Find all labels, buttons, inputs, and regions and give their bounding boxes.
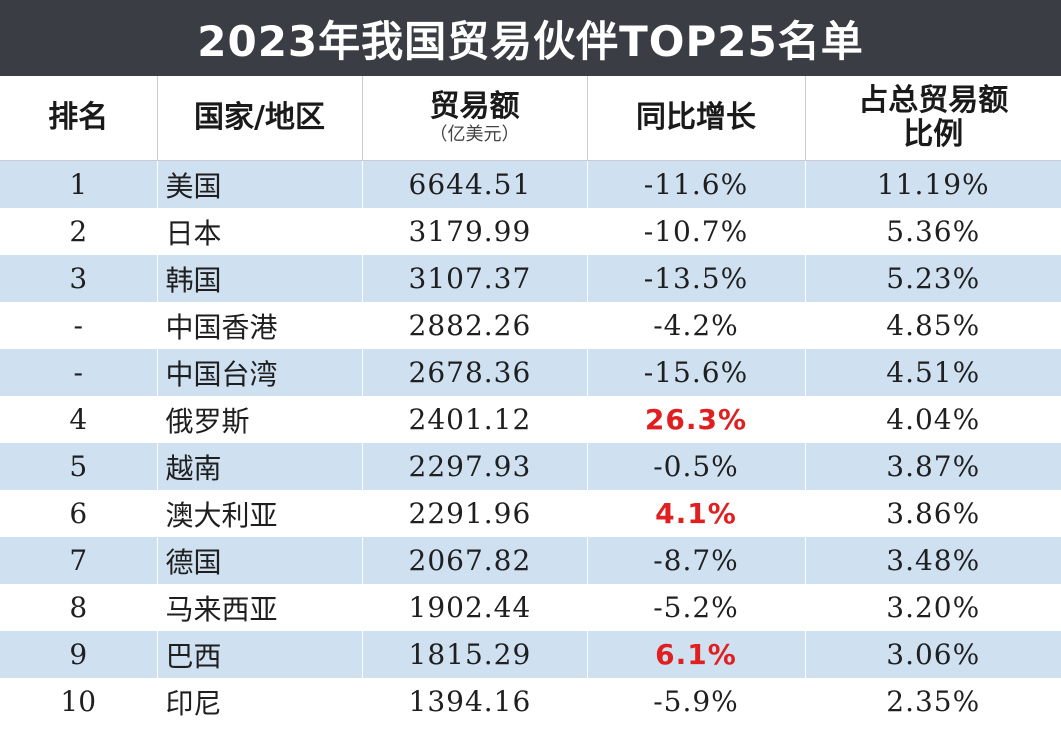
share-cell: 3.20%	[805, 584, 1061, 631]
page-title: 2023年我国贸易伙伴TOP25名单	[0, 0, 1061, 76]
share-cell: 4.04%	[805, 396, 1061, 443]
table-row: 9 巴西 1815.29 6.1% 3.06%	[0, 631, 1061, 678]
share-cell: 3.87%	[805, 443, 1061, 490]
table-row: 4 俄罗斯 2401.12 26.3% 4.04%	[0, 396, 1061, 443]
rank-cell: 9	[0, 631, 158, 678]
country-cell: 美国	[157, 160, 363, 208]
growth-cell: -5.2%	[587, 584, 806, 631]
rank-cell: 2	[0, 208, 158, 255]
growth-cell: 4.1%	[587, 490, 806, 537]
table-row: 8 马来西亚 1902.44 -5.2% 3.20%	[0, 584, 1061, 631]
amount-cell: 1902.44	[362, 584, 588, 631]
growth-cell: -13.5%	[587, 255, 806, 302]
rank-cell: 5	[0, 443, 158, 490]
header-amount: 贸易额 （亿美元）	[362, 76, 588, 161]
country-cell: 巴西	[157, 631, 363, 678]
table-row: 5 越南 2297.93 -0.5% 3.87%	[0, 443, 1061, 490]
growth-cell: -8.7%	[587, 537, 806, 584]
country-cell: 马来西亚	[157, 584, 363, 631]
header-amount-unit: （亿美元）	[429, 124, 520, 145]
amount-cell: 1394.16	[362, 678, 588, 725]
header-rank: 排名	[0, 76, 158, 161]
country-cell: 俄罗斯	[157, 396, 363, 443]
share-cell: 4.85%	[805, 302, 1061, 349]
country-cell: 越南	[157, 443, 363, 490]
rank-cell: 7	[0, 537, 158, 584]
amount-cell: 6644.51	[362, 160, 588, 208]
growth-cell: 26.3%	[587, 396, 806, 443]
country-cell: 印尼	[157, 678, 363, 725]
table-row: - 中国台湾 2678.36 -15.6% 4.51%	[0, 349, 1061, 396]
share-cell: 5.23%	[805, 255, 1061, 302]
rank-cell: 3	[0, 255, 158, 302]
table-header-row: 排名 国家/地区 贸易额 （亿美元） 同比增长 占总贸易额 比例	[0, 76, 1061, 161]
country-cell: 中国香港	[157, 302, 363, 349]
growth-cell: -10.7%	[587, 208, 806, 255]
country-cell: 德国	[157, 537, 363, 584]
header-amount-label: 贸易额	[429, 89, 520, 124]
table-row: 7 德国 2067.82 -8.7% 3.48%	[0, 537, 1061, 584]
growth-cell: -4.2%	[587, 302, 806, 349]
share-cell: 2.35%	[805, 678, 1061, 725]
country-cell: 韩国	[157, 255, 363, 302]
share-cell: 3.06%	[805, 631, 1061, 678]
amount-cell: 2678.36	[362, 349, 588, 396]
rank-cell: 8	[0, 584, 158, 631]
growth-cell: -11.6%	[587, 160, 806, 208]
amount-cell: 1815.29	[362, 631, 588, 678]
table-row: 6 澳大利亚 2291.96 4.1% 3.86%	[0, 490, 1061, 537]
table-body: 1 美国 6644.51 -11.6% 11.19% 2 日本 3179.99 -10.7% 5.…	[0, 160, 1061, 725]
table-row: 10 印尼 1394.16 -5.9% 2.35%	[0, 678, 1061, 725]
country-cell: 澳大利亚	[157, 490, 363, 537]
share-cell: 5.36%	[805, 208, 1061, 255]
rank-cell: -	[0, 302, 158, 349]
amount-cell: 2882.26	[362, 302, 588, 349]
header-share-line1: 占总贸易额	[858, 83, 1009, 118]
rank-cell: 6	[0, 490, 158, 537]
share-cell: 11.19%	[805, 160, 1061, 208]
amount-cell: 2067.82	[362, 537, 588, 584]
table-row: - 中国香港 2882.26 -4.2% 4.85%	[0, 302, 1061, 349]
growth-cell: -0.5%	[587, 443, 806, 490]
rank-cell: 10	[0, 678, 158, 725]
amount-cell: 2291.96	[362, 490, 588, 537]
growth-cell: -15.6%	[587, 349, 806, 396]
amount-cell: 2297.93	[362, 443, 588, 490]
amount-cell: 3107.37	[362, 255, 588, 302]
amount-cell: 3179.99	[362, 208, 588, 255]
rank-cell: -	[0, 349, 158, 396]
header-growth: 同比增长	[587, 76, 806, 161]
header-share-line2: 比例	[903, 117, 964, 152]
table-row: 1 美国 6644.51 -11.6% 11.19%	[0, 160, 1061, 208]
header-share: 占总贸易额 比例	[805, 76, 1061, 161]
table-row: 2 日本 3179.99 -10.7% 5.36%	[0, 208, 1061, 255]
table-row: 3 韩国 3107.37 -13.5% 5.23%	[0, 255, 1061, 302]
header-country: 国家/地区	[157, 76, 363, 161]
rank-cell: 1	[0, 160, 158, 208]
trade-partners-table: 排名 国家/地区 贸易额 （亿美元） 同比增长 占总贸易额 比例 1 美国 6644…	[0, 76, 1061, 725]
share-cell: 3.86%	[805, 490, 1061, 537]
growth-cell: -5.9%	[587, 678, 806, 725]
country-cell: 中国台湾	[157, 349, 363, 396]
share-cell: 4.51%	[805, 349, 1061, 396]
rank-cell: 4	[0, 396, 158, 443]
growth-cell: 6.1%	[587, 631, 806, 678]
share-cell: 3.48%	[805, 537, 1061, 584]
country-cell: 日本	[157, 208, 363, 255]
amount-cell: 2401.12	[362, 396, 588, 443]
